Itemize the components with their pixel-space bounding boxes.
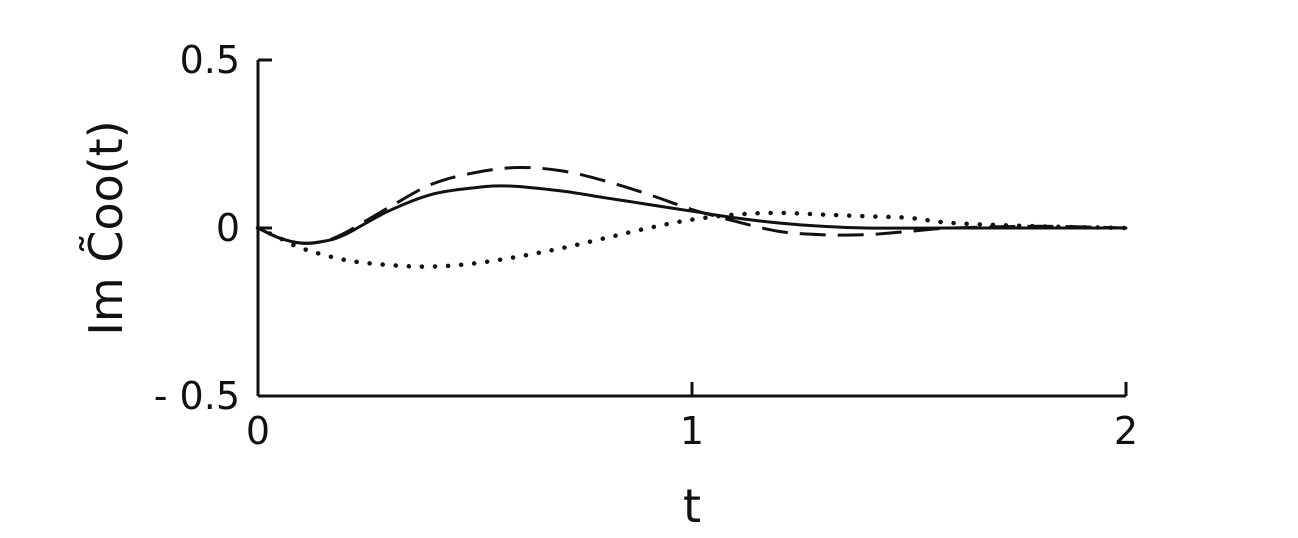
series-line-dotted [255,210,1129,269]
y-tick-label: 0.5 [180,38,240,82]
y-tick-label: - 0.5 [154,374,240,418]
x-tick-label: 2 [1114,409,1138,453]
chart-series-layer [255,165,1129,269]
series-line-solid [256,184,1128,245]
series-line-dashed [257,165,1127,245]
x-axis-label: t [683,479,701,533]
x-tick-label: 1 [680,409,704,453]
y-axis-label: Im C̃oo(t) [79,120,133,335]
x-tick-label: 0 [246,409,270,453]
y-tick-label: 0 [216,206,240,250]
